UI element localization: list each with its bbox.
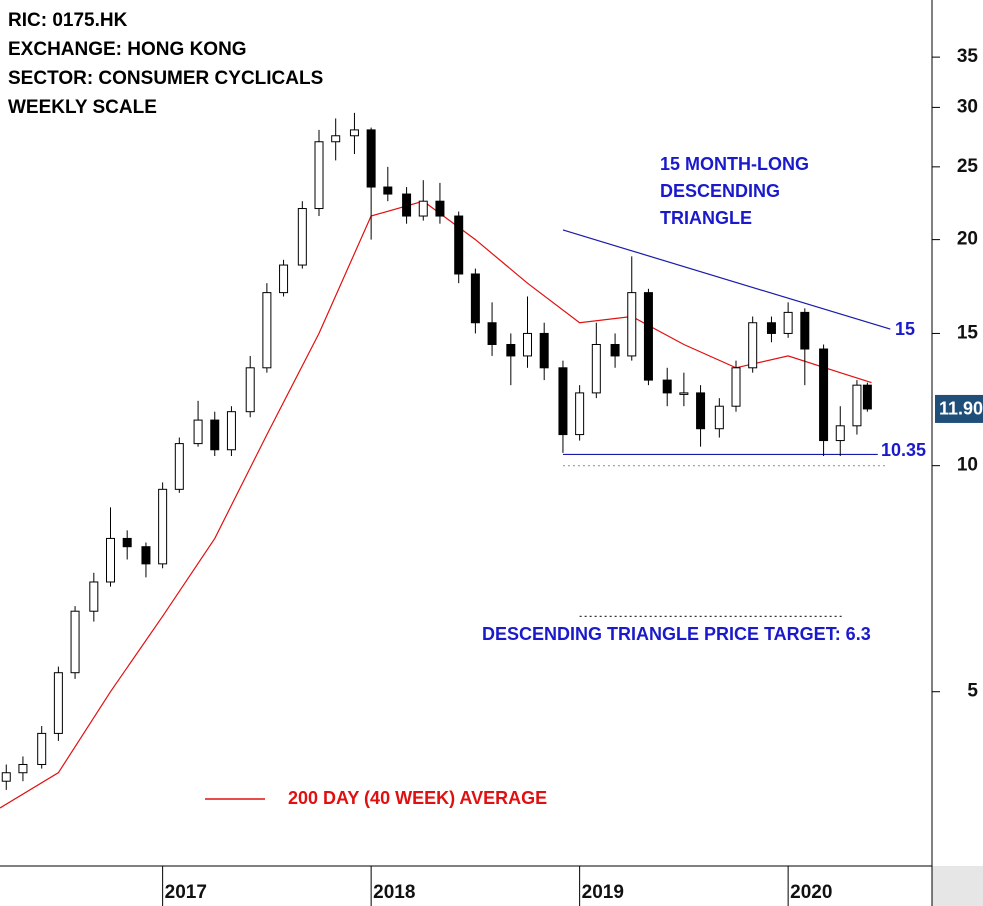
- candle-body: [226, 411, 236, 451]
- candle-body: [210, 419, 220, 451]
- x-tick-label: 2019: [582, 882, 624, 903]
- candle-body: [610, 343, 620, 357]
- y-tick-label: 30: [957, 96, 978, 117]
- candle-body: [506, 343, 516, 357]
- candle-body: [835, 425, 845, 442]
- header-line: SECTOR: CONSUMER CYCLICALS: [8, 68, 323, 89]
- candle-body: [539, 332, 549, 369]
- y-tick-label: 25: [957, 156, 979, 177]
- candle-body: [174, 443, 184, 490]
- trend-line: [562, 229, 891, 330]
- candle-body: [643, 292, 653, 381]
- candle-body: [89, 581, 99, 612]
- candle-body: [314, 141, 324, 210]
- candle-body: [714, 405, 724, 430]
- candle-body: [819, 348, 829, 442]
- header-line: EXCHANGE: HONG KONG: [8, 39, 247, 60]
- header-line: WEEKLY SCALE: [8, 97, 157, 118]
- annotation: 15 MONTH-LONG: [660, 154, 809, 174]
- candle-body: [783, 311, 793, 334]
- last-price-tag: [935, 394, 983, 423]
- candle-body: [487, 322, 497, 345]
- candle-body: [748, 322, 758, 369]
- annotation: DESCENDING TRIANGLE PRICE TARGET: 6.3: [482, 624, 871, 644]
- candle-body: [18, 763, 28, 774]
- candle-body: [766, 322, 776, 334]
- candle-body: [558, 367, 568, 436]
- plot: [0, 112, 891, 809]
- candle-body: [366, 129, 376, 188]
- annotation: TRIANGLE: [660, 208, 752, 228]
- annotation: 10.35: [881, 440, 926, 460]
- annotation: 15: [895, 319, 915, 339]
- candle-body: [279, 264, 289, 294]
- candle-body: [591, 343, 601, 394]
- x-tick-label: 2020: [790, 882, 832, 903]
- legend-label: 200 DAY (40 WEEK) AVERAGE: [288, 788, 547, 808]
- candle-body: [402, 193, 412, 217]
- candle-body: [245, 367, 255, 413]
- candle-body: [696, 392, 706, 430]
- candle-body: [454, 215, 464, 275]
- annotation: DESCENDING: [660, 181, 780, 201]
- candle-body: [662, 379, 672, 394]
- candle-body: [262, 292, 272, 369]
- candle-body: [349, 129, 359, 137]
- candle-body: [1, 772, 11, 782]
- candle-body: [158, 488, 168, 565]
- candle-body: [331, 135, 341, 143]
- candle-body: [627, 292, 637, 357]
- candle-body: [731, 367, 741, 407]
- candle-body: [418, 200, 428, 217]
- candle-body: [70, 610, 80, 674]
- candle-body: [852, 384, 862, 427]
- candle-body: [106, 537, 116, 583]
- x-tick-label: 2017: [165, 882, 207, 903]
- candle-body: [862, 384, 872, 410]
- candle-body: [193, 419, 203, 445]
- y-tick-label: 35: [957, 46, 979, 67]
- y-tick-label: 10: [957, 455, 978, 476]
- candle-body: [37, 732, 47, 765]
- y-tick-label: 15: [957, 322, 979, 343]
- candle-body: [470, 273, 480, 324]
- y-tick-label: 20: [957, 229, 978, 250]
- axis-corner: [932, 866, 983, 906]
- candle-body: [383, 186, 393, 195]
- last-price-label: 11.90: [939, 399, 983, 419]
- candle-body: [53, 672, 63, 734]
- candle-body: [141, 546, 151, 565]
- header-line: RIC: 0175.HK: [8, 10, 128, 31]
- candle-body: [297, 208, 307, 266]
- candle-body: [800, 311, 810, 350]
- y-tick-label: 5: [967, 681, 978, 702]
- candle-body: [575, 392, 585, 436]
- candle-body: [435, 200, 445, 217]
- candle-body: [523, 332, 533, 357]
- candle-body: [679, 392, 689, 395]
- moving-average: [0, 200, 872, 809]
- candle-body: [122, 537, 132, 548]
- x-tick-label: 2018: [373, 882, 415, 903]
